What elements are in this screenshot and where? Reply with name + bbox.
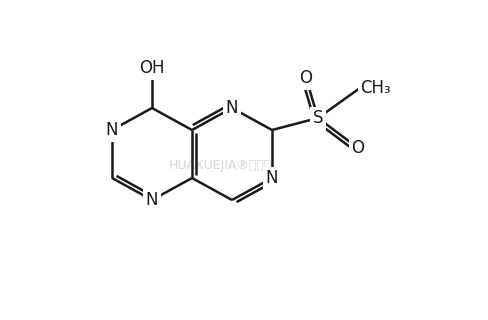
Text: N: N bbox=[146, 191, 158, 209]
Text: CH₃: CH₃ bbox=[360, 79, 390, 97]
Text: N: N bbox=[106, 121, 118, 139]
Text: O: O bbox=[351, 139, 365, 157]
Text: S: S bbox=[313, 109, 323, 127]
Text: N: N bbox=[266, 169, 278, 187]
Text: N: N bbox=[226, 99, 238, 117]
Text: O: O bbox=[300, 69, 312, 87]
Text: OH: OH bbox=[139, 59, 165, 77]
Text: HUAXUEJIA®化学加: HUAXUEJIA®化学加 bbox=[168, 158, 272, 172]
